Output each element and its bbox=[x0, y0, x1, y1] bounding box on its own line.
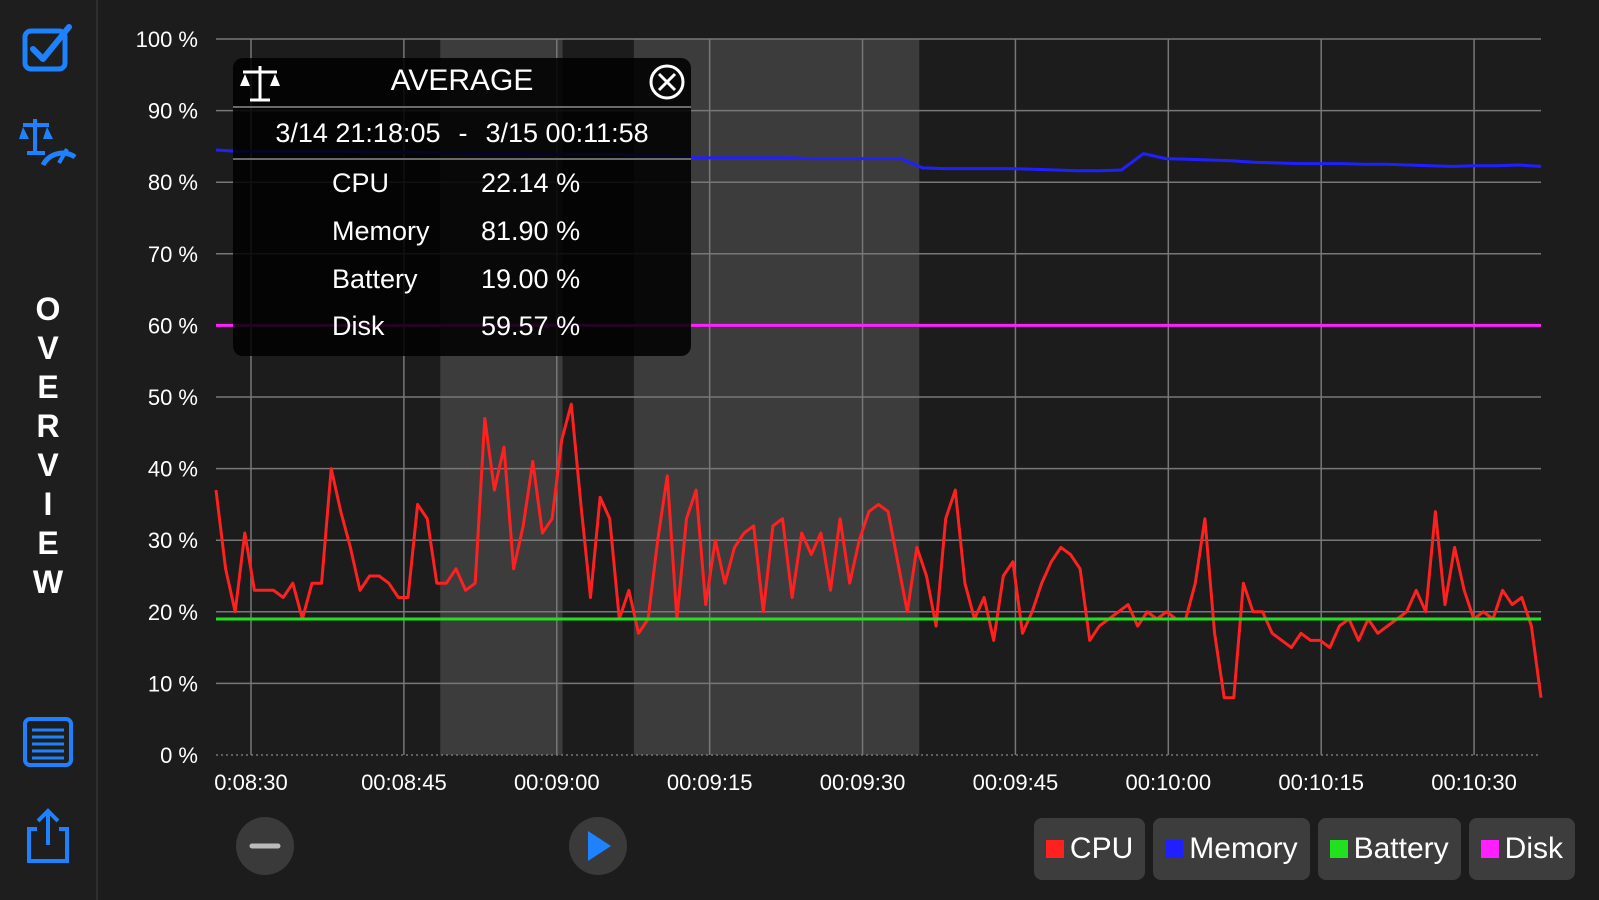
title-letter: V bbox=[37, 447, 59, 483]
overview-vertical-title: O V E R V I E W bbox=[28, 290, 68, 602]
x-tick-label: 00:10:30 bbox=[1431, 770, 1517, 795]
legend-label: Memory bbox=[1189, 832, 1298, 865]
legend-item-memory[interactable]: Memory bbox=[1153, 818, 1310, 880]
y-tick-label: 90 % bbox=[148, 99, 198, 124]
y-tick-label: 80 % bbox=[148, 170, 198, 195]
average-row-disk: Disk 59.57 % bbox=[233, 311, 691, 351]
x-tick-label: 00:09:00 bbox=[514, 770, 600, 795]
range-start: 3/14 21:18:05 bbox=[275, 117, 441, 148]
close-icon[interactable] bbox=[647, 62, 687, 102]
legend-item-battery[interactable]: Battery bbox=[1317, 818, 1461, 880]
title-letter: I bbox=[43, 486, 53, 522]
scale-gauge-icon[interactable] bbox=[18, 112, 78, 172]
x-tick-label: 00:09:45 bbox=[973, 770, 1059, 795]
average-value: 22.14 % bbox=[481, 168, 581, 198]
share-icon[interactable] bbox=[18, 806, 78, 866]
average-value: 81.90 % bbox=[481, 216, 581, 246]
title-letter: W bbox=[32, 564, 64, 600]
list-icon[interactable] bbox=[18, 712, 78, 772]
average-row-memory: Memory 81.90 % bbox=[233, 216, 691, 256]
legend-label: Battery bbox=[1353, 832, 1449, 865]
legend-label: CPU bbox=[1069, 832, 1134, 865]
y-tick-label: 40 % bbox=[148, 457, 198, 482]
average-label: Memory bbox=[332, 216, 430, 246]
average-label: Disk bbox=[332, 311, 385, 341]
average-date-range: 3/14 21:18:05 - 3/15 00:11:58 bbox=[233, 106, 691, 160]
legend-swatch bbox=[1329, 840, 1348, 858]
play-button[interactable] bbox=[569, 817, 627, 875]
minus-icon bbox=[249, 843, 281, 849]
legend-item-disk[interactable]: Disk bbox=[1468, 818, 1575, 880]
y-tick-label: 50 % bbox=[148, 385, 198, 410]
title-letter: O bbox=[35, 291, 61, 327]
average-title: AVERAGE bbox=[390, 64, 534, 97]
legend-swatch bbox=[1480, 840, 1499, 858]
title-letter: V bbox=[37, 330, 59, 366]
y-tick-label: 60 % bbox=[148, 313, 198, 338]
range-separator: - bbox=[458, 117, 468, 148]
average-label: CPU bbox=[332, 168, 390, 198]
average-label: Battery bbox=[332, 264, 418, 294]
scale-icon bbox=[240, 66, 280, 102]
legend-item-cpu[interactable]: CPU bbox=[1033, 818, 1146, 880]
x-tick-label: 00:10:15 bbox=[1278, 770, 1364, 795]
legend-label: Disk bbox=[1504, 832, 1563, 865]
legend-swatch bbox=[1045, 840, 1064, 858]
title-letter: E bbox=[37, 525, 59, 561]
x-tick-label: 00:08:45 bbox=[361, 770, 447, 795]
sidebar: O V E R V I E W bbox=[0, 0, 98, 900]
zoom-out-button[interactable] bbox=[236, 817, 294, 875]
average-panel: AVERAGE 3/14 21:18:05 - 3/15 00:11:58 CP… bbox=[233, 58, 691, 356]
title-letter: R bbox=[36, 408, 60, 444]
average-value: 59.57 % bbox=[481, 311, 581, 341]
x-tick-label: 00:10:00 bbox=[1125, 770, 1211, 795]
series-line-cpu bbox=[214, 402, 1543, 700]
chart-legend: CPU Memory Battery Disk bbox=[1033, 818, 1575, 880]
average-value: 19.00 % bbox=[481, 264, 581, 294]
range-end: 3/15 00:11:58 bbox=[485, 117, 649, 148]
title-letter: E bbox=[37, 369, 59, 405]
play-icon bbox=[588, 831, 611, 861]
y-tick-label: 100 % bbox=[136, 27, 198, 52]
y-tick-label: 10 % bbox=[148, 671, 198, 696]
x-tick-label: 00:09:30 bbox=[820, 770, 906, 795]
y-tick-label: 0 % bbox=[160, 743, 198, 768]
legend-swatch bbox=[1165, 840, 1184, 858]
y-tick-label: 30 % bbox=[148, 528, 198, 553]
x-tick-label: 0:08:30 bbox=[214, 770, 287, 795]
average-row-battery: Battery 19.00 % bbox=[233, 264, 691, 304]
x-tick-label: 00:09:15 bbox=[667, 770, 753, 795]
y-tick-label: 70 % bbox=[148, 242, 198, 267]
average-row-cpu: CPU 22.14 % bbox=[233, 168, 691, 208]
checkbox-icon[interactable] bbox=[18, 18, 78, 78]
y-tick-label: 20 % bbox=[148, 600, 198, 625]
